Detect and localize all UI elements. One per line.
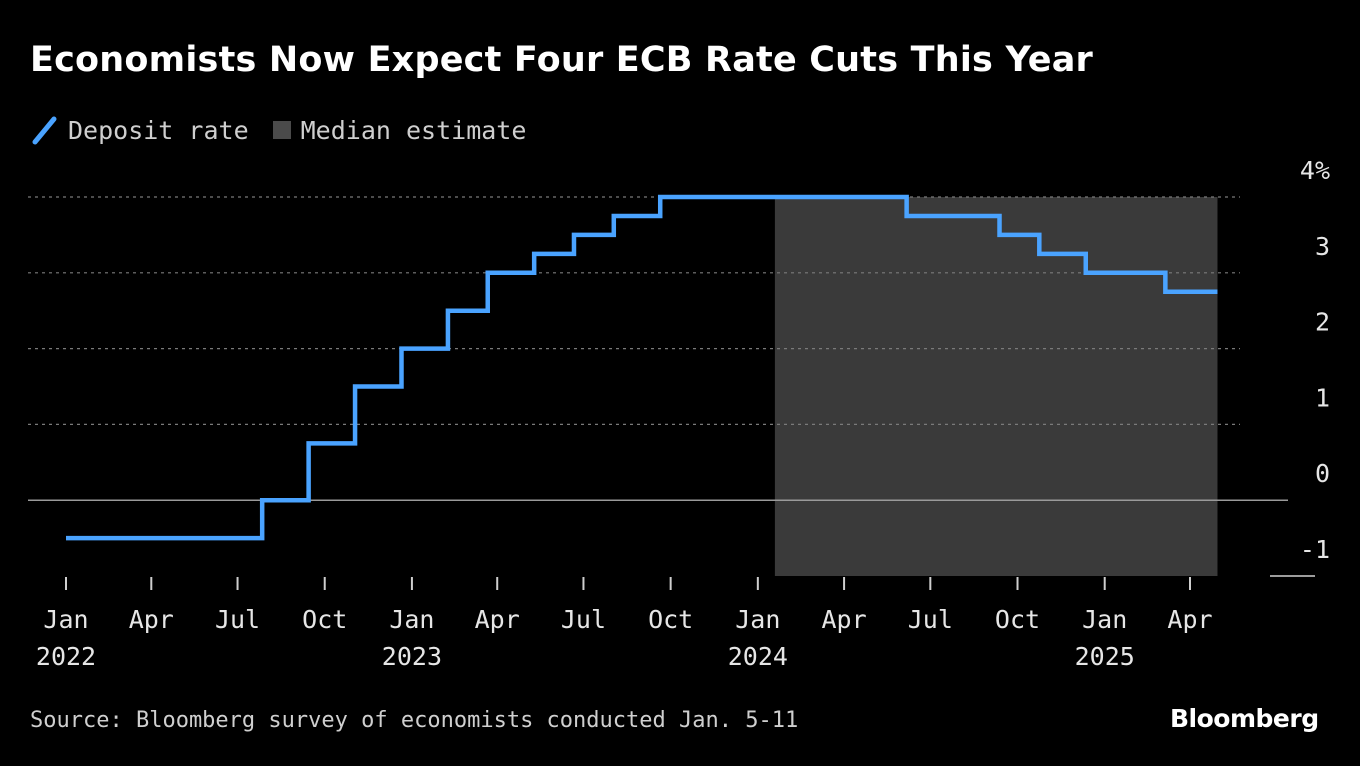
chart-title: Economists Now Expect Four ECB Rate Cuts… (30, 40, 1093, 80)
legend-label-median-estimate: Median estimate (300, 115, 527, 145)
series-line-deposit-rate (66, 194, 1218, 541)
x-tick-label: Jan (1082, 605, 1127, 634)
shade-layer (774, 197, 1218, 576)
x-tick-label: Jul (215, 605, 260, 634)
y-tick-label: 1 (1315, 383, 1330, 412)
x-tick-year-label: 2023 (382, 642, 442, 671)
line-chart: 4% 3 2 1 0 -1 Jan 2022 Apr Jul Oct Jan 2023 Apr Jul Oc… (28, 156, 1330, 671)
legend: Deposit rate Median estimate (30, 110, 550, 150)
x-axis: Jan 2022 Apr Jul Oct Jan 2023 Apr Jul Oct Jan 2024 A… (36, 577, 1213, 671)
x-tick-label: Jan (43, 605, 88, 634)
legend-line-swatch (32, 116, 57, 145)
source-note: Source: Bloomberg survey of economists c… (30, 708, 799, 733)
x-tick-label: Apr (475, 605, 520, 634)
line-layer (66, 194, 1218, 541)
y-axis: 4% 3 2 1 0 -1 (1300, 156, 1330, 564)
x-tick-year-label: 2025 (1075, 642, 1135, 671)
x-tick-label: Oct (995, 605, 1040, 634)
median-estimate-region (774, 197, 1218, 576)
legend-item-deposit-rate: Deposit rate (30, 115, 249, 145)
legend-label-deposit-rate: Deposit rate (68, 115, 249, 145)
y-tick-label: 2 (1315, 308, 1330, 337)
y-tick-label: 4% (1300, 156, 1330, 185)
x-tick-label: Jul (561, 605, 606, 634)
x-tick-year-label: 2022 (36, 642, 96, 671)
x-tick-label: Jul (908, 605, 953, 634)
x-tick-label: Oct (302, 605, 347, 634)
x-tick-label: Oct (648, 605, 693, 634)
x-tick-label: Jan (389, 605, 434, 634)
x-tick-label: Apr (822, 605, 867, 634)
bloomberg-logo: Bloomberg (1170, 704, 1319, 733)
x-tick-year-label: 2024 (728, 642, 788, 671)
legend-box-swatch (272, 121, 291, 139)
y-tick-label: 0 (1315, 459, 1330, 488)
grid-layer (28, 196, 1315, 577)
x-tick-label: Apr (1167, 605, 1212, 634)
legend-item-median-estimate: Median estimate (272, 115, 527, 145)
x-tick-label: Jan (735, 605, 780, 634)
x-tick-label: Apr (129, 605, 174, 634)
y-tick-label: 3 (1315, 232, 1330, 261)
y-tick-label: -1 (1300, 535, 1330, 564)
